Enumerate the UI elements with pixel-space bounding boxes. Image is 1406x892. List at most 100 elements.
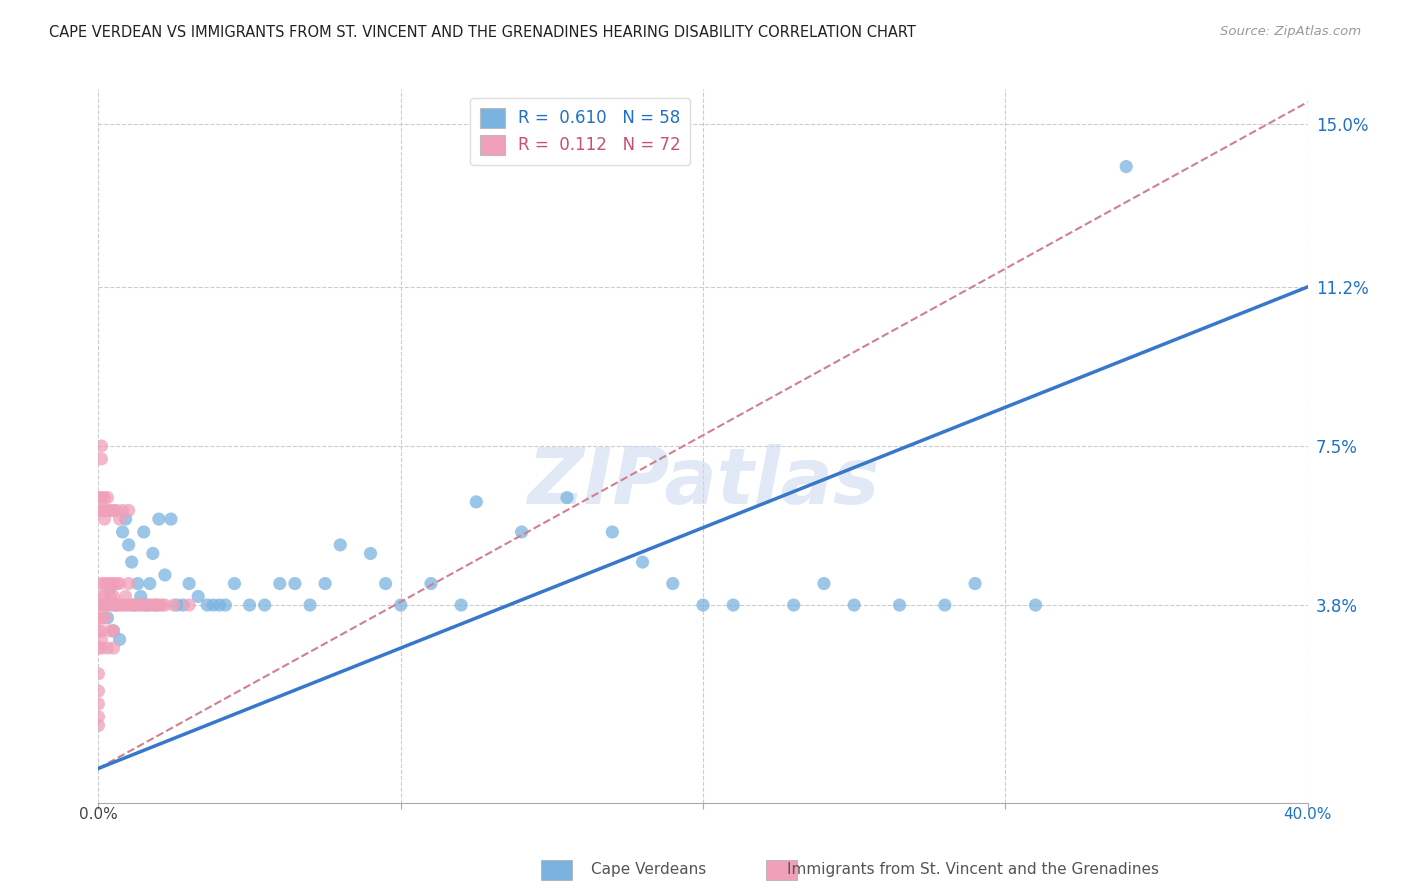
Point [100,598,122,612]
Point [105,576,128,591]
Point [90,632,112,647]
Point [145,598,167,612]
Point [96,641,118,656]
Point [111,524,134,539]
Point [100,581,122,595]
Text: ZIPatlas: ZIPatlas [527,443,879,520]
Point [135,598,157,612]
Point [631,555,654,569]
Point [96,611,118,625]
Point [661,576,683,591]
Point [132,524,155,539]
Point [510,524,533,539]
Point [783,598,806,612]
Point [889,598,911,612]
Point [100,590,122,604]
Point [118,503,141,517]
Point [179,598,201,612]
Point [87,491,110,505]
Point [96,598,118,612]
Point [103,624,125,638]
Point [90,451,112,466]
Point [163,598,186,612]
Point [139,598,162,612]
Point [195,598,218,612]
Point [813,576,835,591]
Point [93,611,115,625]
Point [105,598,128,612]
Point [934,598,956,612]
Point [108,598,131,612]
Point [187,590,209,604]
Point [87,710,110,724]
Text: Cape Verdeans: Cape Verdeans [591,863,706,877]
Point [90,503,112,517]
Point [692,598,714,612]
Point [103,624,125,638]
Point [118,538,141,552]
Point [166,598,188,612]
Point [202,598,225,612]
Point [142,598,165,612]
Point [844,598,866,612]
Point [87,598,110,612]
Point [87,641,110,656]
Point [269,576,291,591]
Point [108,576,131,591]
Point [224,576,246,591]
Point [374,576,396,591]
Point [153,598,176,612]
Point [142,546,165,560]
Point [93,598,115,612]
Point [103,503,125,517]
Point [253,598,276,612]
Point [111,503,134,517]
Point [602,524,624,539]
Point [121,555,143,569]
Point [172,598,194,612]
Point [108,512,131,526]
Point [135,598,157,612]
Point [87,666,110,681]
Point [179,576,201,591]
Text: Immigrants from St. Vincent and the Grenadines: Immigrants from St. Vincent and the Gren… [787,863,1160,877]
Point [329,538,352,552]
Point [87,611,110,625]
Legend: R =  0.610   N = 58, R =  0.112   N = 72: R = 0.610 N = 58, R = 0.112 N = 72 [470,97,690,165]
Point [105,598,128,612]
Point [96,503,118,517]
Point [153,568,176,582]
Point [114,512,136,526]
Point [965,576,987,591]
Point [93,598,115,612]
Point [87,684,110,698]
Point [111,598,134,612]
Point [127,598,149,612]
Point [214,598,236,612]
Text: CAPE VERDEAN VS IMMIGRANTS FROM ST. VINCENT AND THE GRENADINES HEARING DISABILIT: CAPE VERDEAN VS IMMIGRANTS FROM ST. VINC… [49,25,917,40]
Point [90,439,112,453]
Point [148,512,170,526]
Point [129,598,152,612]
Point [118,576,141,591]
Point [100,624,122,638]
Point [208,598,231,612]
Point [90,491,112,505]
Point [129,590,152,604]
Point [93,576,115,591]
Point [239,598,262,612]
Point [132,598,155,612]
Point [100,503,122,517]
Point [389,598,412,612]
Point [1115,160,1137,174]
Point [93,491,115,505]
Text: 0.0%: 0.0% [79,807,118,822]
Point [465,495,488,509]
Point [87,718,110,732]
Point [1024,598,1046,612]
Point [420,576,443,591]
Point [90,590,112,604]
Point [87,697,110,711]
Point [90,611,112,625]
Point [555,491,578,505]
